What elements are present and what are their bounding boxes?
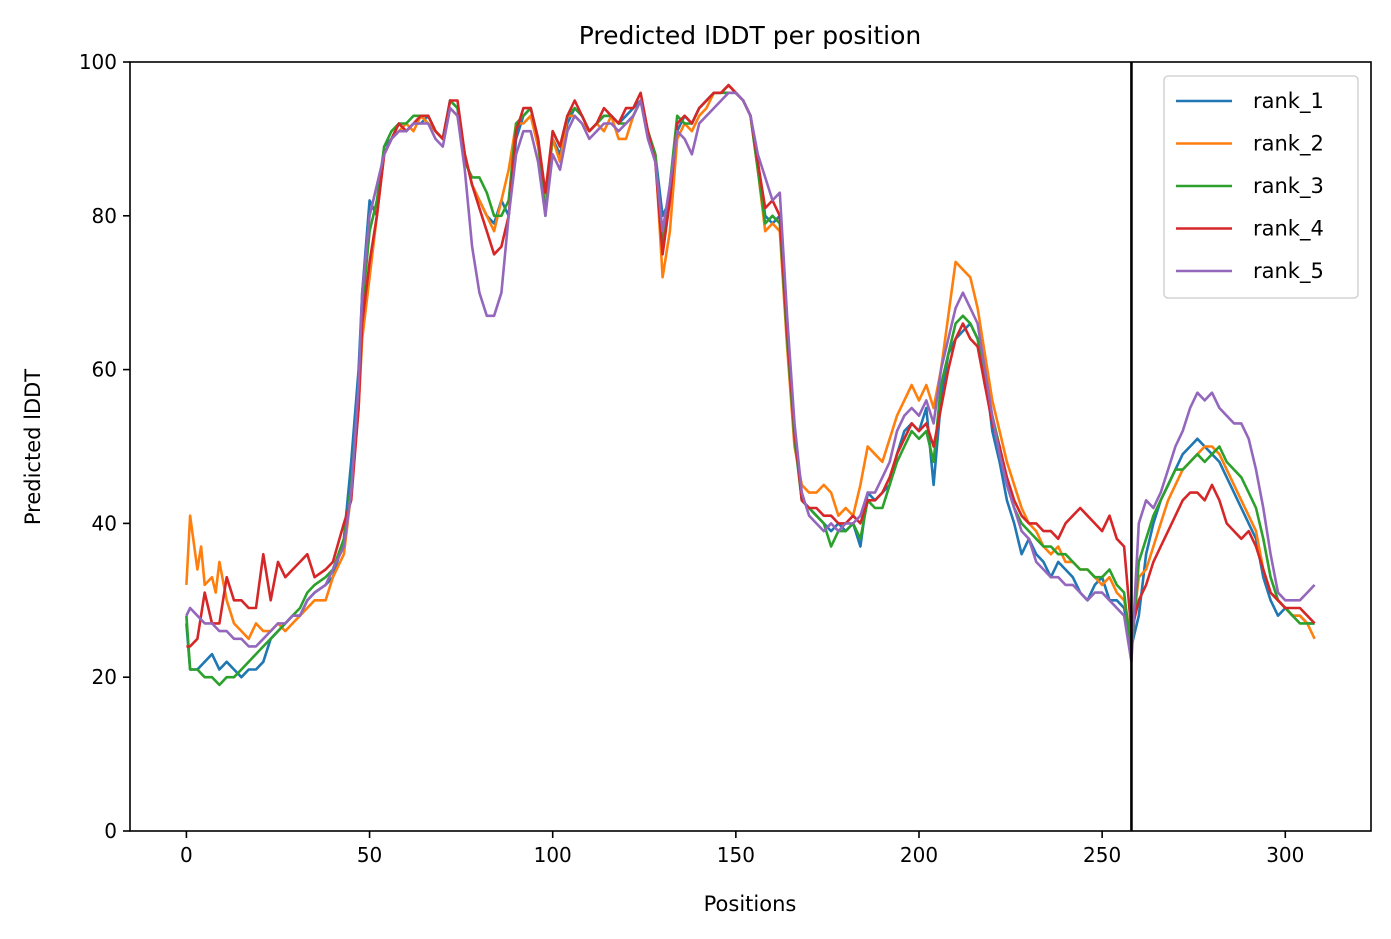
y-tick-label: 100	[79, 50, 117, 74]
plot-area	[185, 62, 1316, 831]
series-line-rank_5	[185, 91, 1316, 664]
y-tick-label: 0	[104, 819, 117, 843]
series-line-rank_3	[185, 91, 1315, 687]
chart-title: Predicted lDDT per position	[579, 21, 921, 50]
y-tick-label: 40	[92, 511, 117, 535]
legend-box	[1163, 75, 1359, 299]
x-tick-label: 100	[534, 843, 572, 867]
x-tick-label: 200	[900, 843, 938, 867]
y-axis-label: Predicted lDDT	[21, 369, 45, 525]
legend-label: rank_2	[1253, 132, 1324, 157]
legend-label: rank_1	[1253, 89, 1324, 114]
legend: rank_1 rank_2 rank_3 rank_4 rank_5	[1163, 75, 1359, 299]
x-tick-label: 150	[717, 843, 755, 867]
legend-label: rank_5	[1253, 259, 1324, 284]
y-axis: 0 20 40 60 80 100	[79, 50, 130, 843]
x-axis: 0 50 100 150 200 250 300	[180, 831, 1304, 867]
y-tick-label: 60	[92, 358, 117, 382]
x-tick-label: 300	[1266, 843, 1304, 867]
x-axis-label: Positions	[704, 892, 797, 916]
y-tick-label: 80	[92, 204, 117, 228]
plot-frame	[129, 61, 1372, 832]
legend-label: rank_4	[1253, 217, 1324, 242]
y-tick-label: 20	[92, 665, 117, 689]
x-tick-label: 0	[180, 843, 193, 867]
x-tick-label: 50	[357, 843, 382, 867]
legend-label: rank_3	[1253, 174, 1324, 199]
x-tick-label: 250	[1083, 843, 1121, 867]
